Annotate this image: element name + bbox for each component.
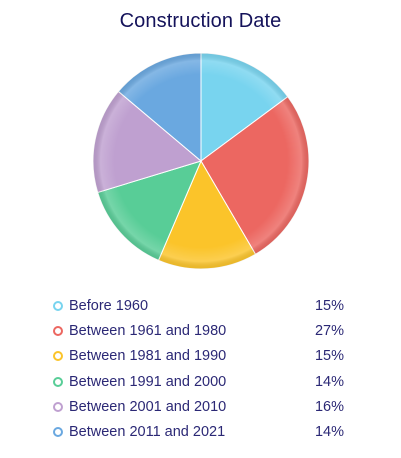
legend-label: Between 1961 and 1980 [69, 322, 227, 339]
legend-marker-icon [53, 351, 63, 362]
legend-label: Between 1991 and 2000 [69, 373, 227, 390]
legend: Before 1960 15% Between 1961 and 1980 27… [53, 293, 353, 445]
pie-chart [92, 52, 310, 270]
legend-item[interactable]: Between 2001 and 2010 16% [53, 394, 353, 419]
legend-marker-icon [53, 376, 63, 387]
legend-marker-icon [53, 300, 63, 311]
legend-marker-icon [53, 427, 63, 438]
chart-title: Construction Date [119, 10, 282, 32]
legend-percent: 14% [314, 424, 344, 441]
legend-item[interactable]: Between 1961 and 1980 27% [53, 318, 353, 343]
legend-label: Between 1981 and 1990 [69, 348, 227, 365]
legend-percent: 16% [314, 398, 344, 415]
legend-percent: 27% [314, 322, 344, 339]
legend-item[interactable]: Between 1991 and 2000 14% [53, 369, 353, 394]
legend-label: Between 2011 and 2021 [69, 424, 226, 441]
legend-label: Between 2001 and 2010 [69, 398, 227, 415]
legend-item[interactable]: Between 2011 and 2021 14% [53, 419, 353, 444]
legend-label: Before 1960 [69, 297, 149, 314]
legend-percent: 14% [314, 373, 344, 390]
legend-percent: 15% [314, 348, 344, 365]
legend-marker-icon [53, 401, 63, 412]
legend-item[interactable]: Between 1981 and 1990 15% [53, 344, 353, 369]
legend-percent: 15% [314, 297, 344, 314]
legend-item[interactable]: Before 1960 15% [53, 293, 353, 318]
legend-marker-icon [53, 325, 63, 336]
